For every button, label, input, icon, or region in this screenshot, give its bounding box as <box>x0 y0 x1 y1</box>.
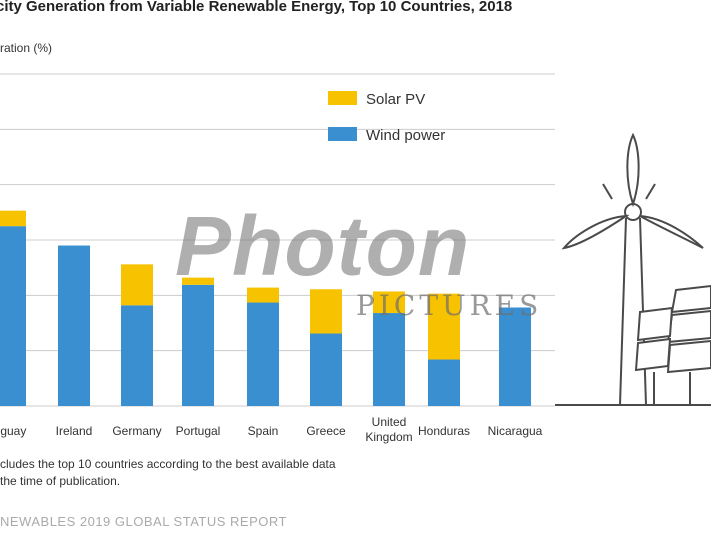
watermark-text: Photon <box>175 199 471 293</box>
bar-wind-greece <box>310 333 342 406</box>
bar-solar-spain <box>247 287 279 303</box>
note-line-1: cludes the top 10 countries according to… <box>0 457 336 471</box>
legend-label: Wind power <box>366 127 445 144</box>
source-footer: NEWABLES 2019 GLOBAL STATUS REPORT <box>0 514 287 529</box>
x-tick-label: Nicaragua <box>488 424 543 438</box>
bars <box>0 210 531 406</box>
bar-solar-uruguay <box>0 210 26 227</box>
x-tick-label: United Kingdom <box>365 415 412 444</box>
bar-solar-portugal <box>182 277 214 285</box>
gridlines <box>0 73 555 407</box>
wind-mark <box>645 183 656 200</box>
x-tick-label: Greece <box>306 424 346 438</box>
bar-solar-greece <box>310 289 342 334</box>
bar-wind-ireland <box>58 245 90 406</box>
bar-wind-spain <box>247 302 279 406</box>
x-tick-label: uguay <box>0 424 26 438</box>
bar-wind-uruguay <box>0 226 26 406</box>
x-tick-label: Spain <box>248 424 279 438</box>
legend-swatch <box>328 91 357 105</box>
bar-solar-united-kingdom <box>373 291 405 314</box>
x-tick-labels: uguay Ireland Germany Portugal Spain Greece Un… <box>0 415 543 444</box>
wind-solar-illustration <box>555 132 711 406</box>
turbine-blade-right <box>639 215 704 249</box>
bar-wind-portugal <box>182 284 214 406</box>
legend-label: Solar PV <box>366 91 425 108</box>
bar-solar-honduras <box>428 293 460 360</box>
note-line-2: the time of publication. <box>0 474 121 488</box>
x-tick-label: Ireland <box>56 424 93 438</box>
bar-solar-germany <box>121 264 153 306</box>
y-axis-label: ration (%) <box>0 41 53 55</box>
bar-wind-united-kingdom <box>373 313 405 406</box>
x-tick-label: Germany <box>112 424 161 438</box>
x-tick-label: Honduras <box>418 424 470 438</box>
x-tick-label: Portugal <box>176 424 221 438</box>
watermark-subtext: PICTURES <box>356 289 543 322</box>
legend: Solar PV Wind power <box>328 91 445 144</box>
wind-mark <box>602 183 613 200</box>
solar-panel-left <box>634 306 674 372</box>
chart-title: city Generation from Variable Renewable … <box>0 0 513 15</box>
bar-wind-nicaragua <box>499 307 531 406</box>
turbine-blade-top <box>626 132 640 208</box>
solar-panel-right <box>666 339 711 374</box>
turbine-blade-left <box>561 214 630 250</box>
legend-swatch <box>328 127 357 141</box>
bar-wind-germany <box>121 305 153 406</box>
solar-panel-top <box>666 284 711 344</box>
bar-wind-honduras <box>428 359 460 406</box>
